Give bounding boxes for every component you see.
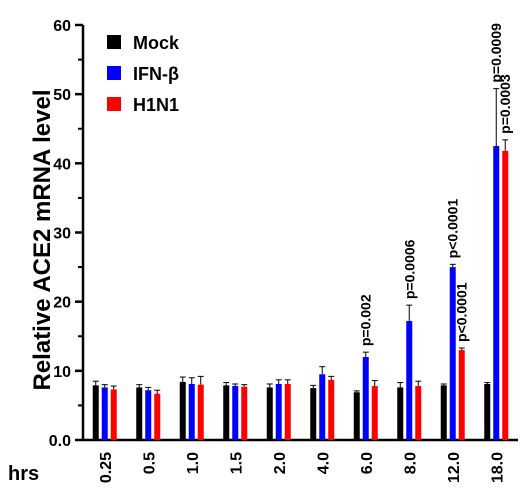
bar-h1n1 [284, 383, 291, 440]
y-tick-label: 60 [53, 18, 71, 35]
bar-mock [440, 385, 447, 440]
bar-h1n1 [502, 150, 509, 440]
bar-mock [179, 381, 186, 440]
bar-mock [223, 385, 230, 440]
bar-ifn- [493, 146, 500, 440]
legend-label: IFN-β [133, 64, 179, 84]
legend-swatch [107, 66, 121, 80]
y-tick-label: 10 [53, 364, 71, 381]
legend-swatch [107, 97, 121, 111]
y-tick-label: 50 [53, 87, 71, 104]
bar-ifn- [101, 387, 108, 440]
p-value-label: p<0.0001 [445, 199, 461, 259]
bar-h1n1 [241, 386, 248, 440]
bar-ifn- [188, 383, 195, 440]
bar-mock [266, 387, 273, 440]
p-value-annotations: p=0.002 p=0.0006 p<0.0001 p<0.0001 p=0.0009p… [358, 23, 514, 346]
bar-mock [136, 387, 143, 440]
bar-h1n1 [371, 386, 378, 440]
x-tick-label: 4.0 [315, 452, 332, 474]
x-tick-label: 2.0 [272, 452, 289, 474]
bar-mock [353, 392, 360, 440]
y-axis-label: Relative ACE2 mRNA level [29, 89, 56, 390]
bar-ifn- [275, 383, 282, 440]
bar-h1n1 [328, 379, 335, 440]
bar-h1n1 [197, 384, 204, 440]
x-tick-label: 18.0 [489, 452, 506, 483]
legend-label: H1N1 [133, 95, 179, 115]
bar-ifn- [232, 386, 239, 440]
y-tick-label: 20 [53, 295, 71, 312]
x-tick-label: 12.0 [446, 452, 463, 483]
bar-mock [397, 387, 404, 440]
y-tick-label: 30 [53, 226, 71, 243]
bar-mock [484, 383, 491, 440]
bar-h1n1 [415, 386, 422, 440]
x-tick-label: 0.5 [141, 452, 158, 474]
bar-h1n1 [110, 389, 117, 440]
bar-ifn- [449, 267, 456, 440]
x-tick-label: 1.0 [185, 452, 202, 474]
bars-group [92, 88, 509, 440]
x-tick-label: 8.0 [402, 452, 419, 474]
bar-ifn- [362, 357, 369, 440]
y-tick-label: 40 [53, 156, 71, 173]
bar-ifn- [406, 321, 413, 440]
legend: Mock IFN-β H1N1 [107, 33, 180, 115]
x-axis-unit-label: hrs [8, 463, 39, 485]
x-tick-label: 0.25 [98, 452, 115, 483]
bar-mock [92, 385, 99, 440]
legend-swatch [107, 35, 121, 49]
legend-label: Mock [133, 33, 180, 53]
bar-ifn- [145, 390, 152, 440]
p-value-label: p=0.0003 [497, 74, 513, 134]
p-value-label: p=0.0006 [401, 239, 417, 299]
p-value-label: p=0.0009 [488, 23, 504, 83]
bar-mock [310, 388, 317, 440]
x-tick-label: 1.5 [228, 452, 245, 474]
p-value-label: p=0.002 [358, 294, 374, 346]
y-tick-label: 0.0 [49, 433, 71, 450]
x-tick-label: 6.0 [359, 452, 376, 474]
bar-h1n1 [458, 350, 465, 440]
bar-ifn- [319, 374, 326, 440]
bar-h1n1 [154, 393, 161, 440]
p-value-label: p<0.0001 [454, 282, 470, 342]
